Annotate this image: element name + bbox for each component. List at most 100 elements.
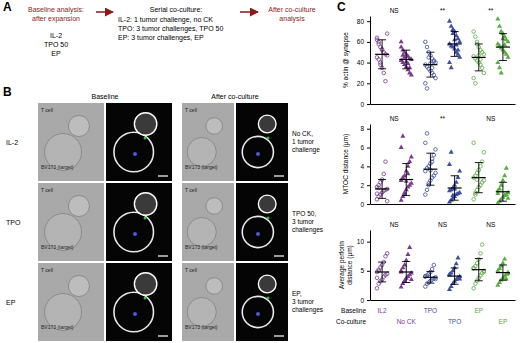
- cell-label: BV173 (target): [185, 324, 218, 330]
- scale-bar: [158, 175, 168, 176]
- group-label: EP: [474, 307, 483, 314]
- point: [424, 141, 428, 145]
- error-cap: [378, 39, 386, 40]
- step-title: After co-culture: [268, 6, 316, 13]
- error-bar: [451, 32, 459, 57]
- point: [385, 252, 389, 256]
- point: [480, 66, 484, 70]
- tick-label: 5: [360, 267, 364, 274]
- point: [482, 53, 486, 57]
- step-title: Serial co-culture:: [150, 6, 203, 13]
- image-background: [182, 183, 234, 261]
- series: [399, 39, 414, 76]
- y-axis: 02468: [360, 125, 370, 208]
- point: [482, 150, 486, 154]
- tick-label: 6: [360, 144, 364, 151]
- significance: **: [440, 7, 446, 14]
- tick-label: 10: [357, 238, 365, 245]
- cell-label: T cell: [41, 107, 53, 113]
- tick: 4: [360, 163, 370, 170]
- point: [447, 60, 452, 64]
- chart: 0510Average perforindistance (μm)NSNSNS: [338, 221, 516, 304]
- point: [457, 168, 462, 172]
- series: [375, 252, 389, 291]
- fluorescence-image: [236, 263, 288, 341]
- point: [472, 141, 476, 145]
- point: [425, 87, 429, 91]
- marks: [375, 16, 510, 90]
- tick: 10: [357, 238, 370, 245]
- cell-label: T cell: [185, 267, 197, 273]
- nucleus: [133, 232, 137, 236]
- significance: NS: [486, 115, 496, 122]
- nucleus: [256, 152, 260, 156]
- brightfield-image: T cellBV173 (target): [182, 103, 234, 181]
- chart: 02468MTOC distance (μm)NS**NS: [342, 115, 516, 208]
- tick-label: 80: [357, 18, 365, 25]
- point: [482, 71, 486, 75]
- axis-title: distance (μm): [346, 245, 354, 285]
- condition: TPO 50: [44, 41, 68, 48]
- tick-label: 60: [357, 38, 365, 45]
- error-cap: [451, 31, 459, 32]
- series: [447, 149, 462, 203]
- error-bar: [451, 176, 459, 200]
- tick-mark: [367, 42, 370, 43]
- point: [425, 188, 429, 192]
- point: [384, 79, 388, 83]
- point: [447, 271, 452, 275]
- row-title: Co-culture: [336, 318, 366, 325]
- error-cap: [402, 163, 410, 164]
- column-title: After co-culture: [211, 93, 259, 100]
- row-note: EP,: [292, 290, 302, 297]
- error-stem: [406, 164, 407, 196]
- row-note: No CK,: [292, 130, 313, 137]
- tick: 0: [360, 297, 370, 304]
- point: [409, 154, 414, 158]
- cell: [206, 118, 223, 135]
- marks: [375, 243, 510, 291]
- cell-outline: [114, 292, 154, 332]
- tick-label: 20: [357, 80, 365, 87]
- series: [472, 243, 486, 290]
- point: [384, 160, 388, 164]
- cell-outline: [134, 193, 156, 215]
- error-cap: [426, 77, 434, 78]
- scale-bar: [158, 335, 168, 336]
- error-cap: [451, 284, 459, 285]
- scale-bar: [158, 255, 168, 256]
- nucleus: [133, 152, 137, 156]
- y-axis: 020406080: [357, 17, 371, 108]
- point: [405, 252, 410, 256]
- point: [505, 39, 510, 43]
- point: [432, 60, 436, 64]
- error-cap: [402, 195, 410, 196]
- cell-label: T cell: [41, 187, 53, 193]
- point: [505, 195, 510, 199]
- cell-label: BV173 (target): [185, 244, 218, 250]
- point: [447, 162, 452, 166]
- error-stem: [502, 182, 503, 201]
- error-cap: [426, 153, 434, 154]
- error-cap: [451, 56, 459, 57]
- axis-line: [371, 104, 516, 105]
- brightfield-image: T cellBV173 (target): [182, 183, 234, 261]
- fluorescence-image: [106, 183, 172, 261]
- tick-label: 8: [360, 125, 364, 132]
- point: [497, 65, 502, 69]
- error-cap: [378, 262, 386, 263]
- point: [455, 255, 460, 259]
- tick: 2: [360, 182, 370, 189]
- point: [424, 81, 428, 85]
- series: [423, 40, 437, 90]
- cell: [206, 278, 223, 295]
- point: [457, 276, 462, 280]
- image-background: [236, 263, 288, 341]
- error-cap: [499, 60, 507, 61]
- significance: **: [488, 7, 494, 14]
- point: [432, 153, 436, 157]
- perforin-spot: [267, 137, 270, 140]
- image-background: [38, 183, 104, 261]
- point: [504, 165, 509, 169]
- perforin-spot: [267, 217, 270, 220]
